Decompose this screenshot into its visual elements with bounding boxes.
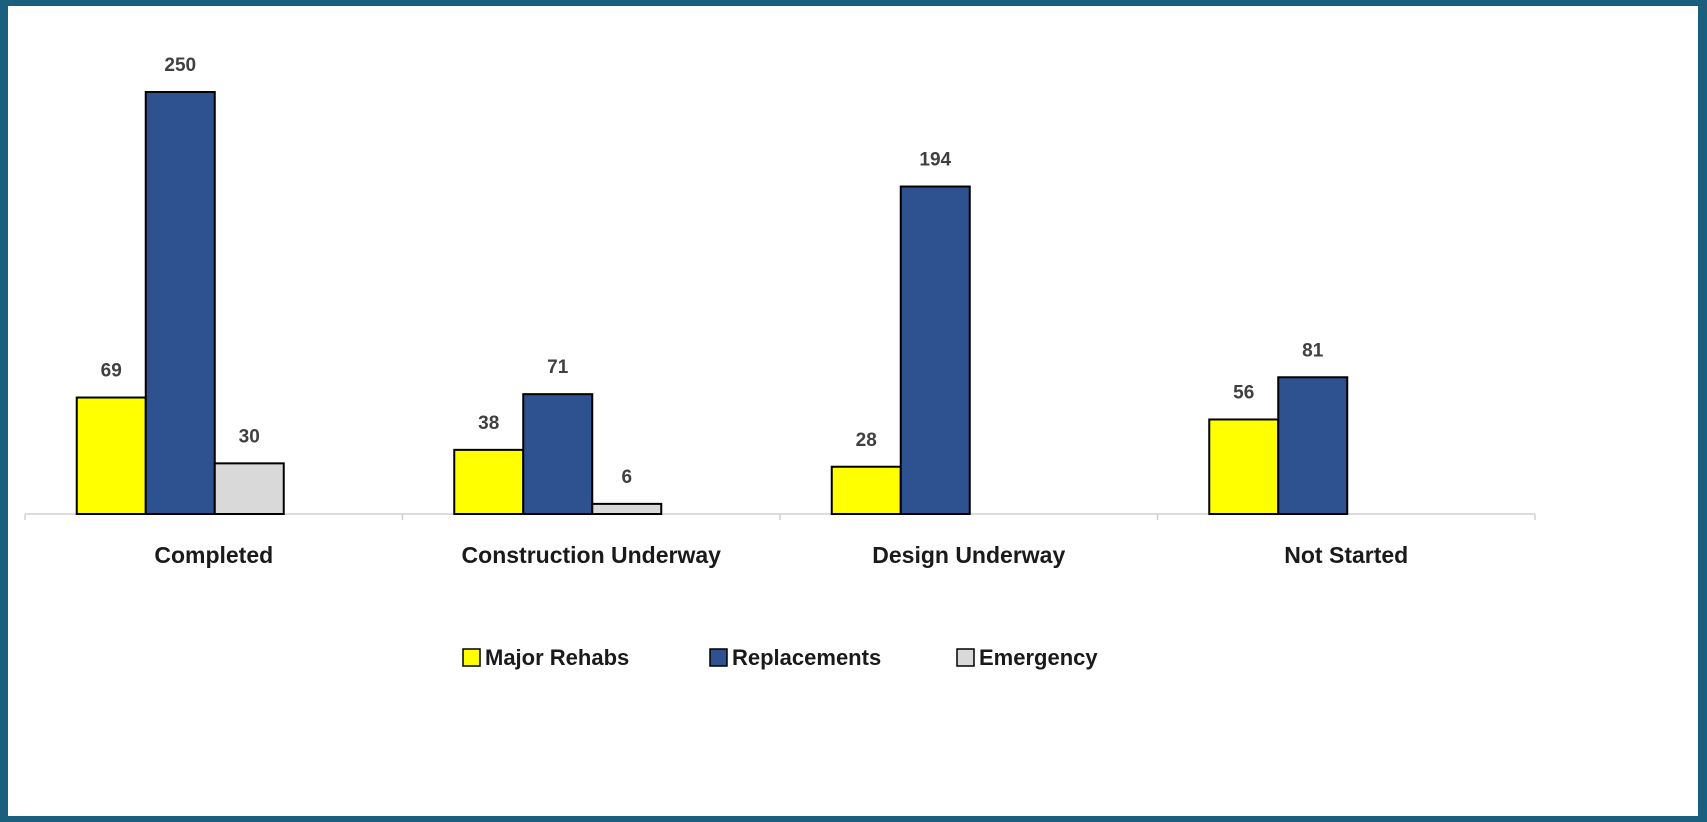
x-tick-label: Not Started <box>1284 542 1408 568</box>
bar <box>453 448 525 515</box>
bar <box>1208 418 1280 515</box>
data-label: 28 <box>856 430 877 451</box>
bar <box>75 396 147 516</box>
bar <box>522 393 594 516</box>
legend-label: Replacements <box>732 645 881 670</box>
legend-swatch <box>956 648 975 667</box>
bar <box>830 465 902 515</box>
legend-swatch <box>709 648 728 667</box>
bar <box>1277 376 1349 515</box>
bar <box>144 91 216 515</box>
data-label: 194 <box>919 150 951 171</box>
legend-swatch <box>462 648 481 667</box>
bar <box>213 462 285 515</box>
data-label: 30 <box>239 426 260 447</box>
data-label: 56 <box>1233 382 1254 403</box>
bar <box>899 185 971 515</box>
x-tick-label: Design Underway <box>872 542 1065 568</box>
x-tick-label: Construction Underway <box>462 542 722 568</box>
x-tick-label: Completed <box>154 542 273 568</box>
data-label: 69 <box>101 361 122 382</box>
data-label: 38 <box>478 413 499 434</box>
data-label: 81 <box>1302 340 1324 361</box>
data-label: 6 <box>621 467 632 488</box>
data-label: 71 <box>547 357 569 378</box>
data-label: 250 <box>164 55 196 76</box>
bar <box>591 502 663 516</box>
legend-label: Major Rehabs <box>485 645 629 670</box>
plot-background <box>8 6 1698 816</box>
legend-label: Emergency <box>979 645 1098 670</box>
